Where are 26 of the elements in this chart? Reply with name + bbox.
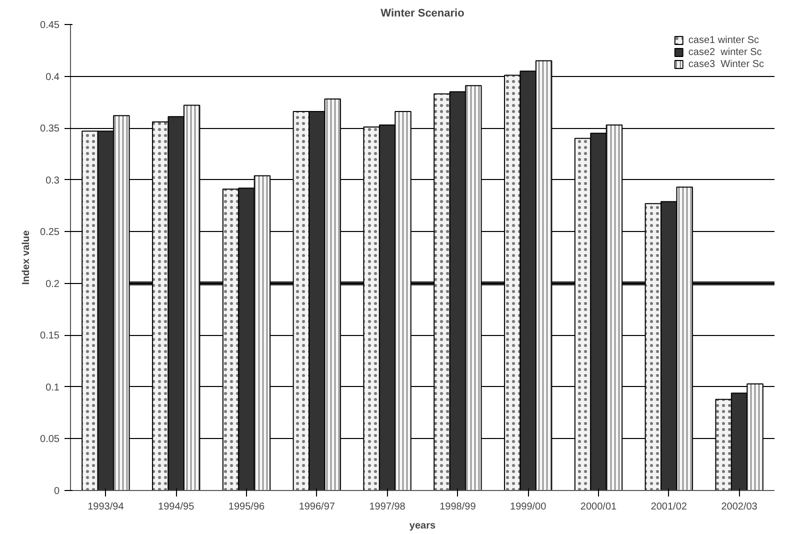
- x-tick-label: 1999/00: [510, 502, 547, 512]
- y-tick-label: 0.2: [46, 278, 60, 290]
- x-tick-label: 1997/98: [369, 502, 406, 512]
- x-tick-label: 2002/03: [721, 502, 758, 512]
- y-tick-label: 0.05: [40, 434, 60, 446]
- y-tick-label: 0.1: [46, 382, 60, 394]
- x-tick-label: 1995/96: [228, 502, 266, 512]
- legend-label: case1 winter Sc: [688, 34, 759, 46]
- x-tick-label: 1993/94: [88, 502, 124, 512]
- x-axis-title: years: [409, 520, 436, 532]
- x-tick-label: 1996/97: [298, 502, 336, 512]
- legend-label: case3 Winter Sc: [688, 58, 764, 70]
- y-tick-label: 0: [54, 486, 60, 497]
- x-tick-label: 2000/01: [580, 502, 618, 512]
- x-tick-label: 1994/95: [158, 502, 195, 512]
- y-tick-label: 0.15: [40, 330, 60, 342]
- x-tick-label: 2001/02: [650, 502, 688, 512]
- x-tick-label: 1998/99: [440, 502, 476, 512]
- y-tick-label: 0.3: [46, 175, 60, 186]
- chart-title: Winter Scenario: [380, 8, 465, 20]
- y-axis-title: Index value: [21, 230, 32, 285]
- y-tick-label: 0.25: [40, 227, 60, 238]
- y-tick-label: 0.45: [40, 20, 60, 31]
- y-tick-label: 0.35: [40, 124, 60, 135]
- y-tick-label: 0.4: [46, 72, 60, 83]
- legend-label: case2 winter Sc: [688, 46, 762, 58]
